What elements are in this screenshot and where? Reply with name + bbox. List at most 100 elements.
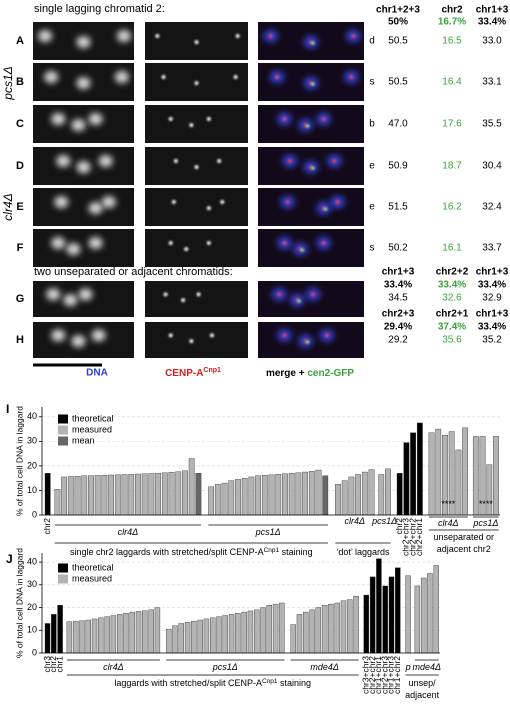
dna-blob (101, 196, 116, 209)
measured-value: 33.1 (482, 77, 502, 88)
legend-swatch (58, 563, 68, 573)
y-tick-label: 40 (27, 556, 37, 566)
bar (275, 474, 282, 516)
dna-blob (71, 119, 86, 132)
bar (255, 475, 262, 516)
cenp-dot (189, 123, 194, 128)
dna-blob (63, 294, 78, 307)
bar (110, 615, 117, 654)
bar (369, 576, 376, 654)
column-header: chr1+2+3 (376, 5, 420, 16)
bar (428, 432, 435, 516)
bar (228, 480, 235, 516)
measured-value: 51.5 (388, 202, 408, 213)
channel-label: merge + cen2-GFP (266, 368, 354, 379)
cenp-dot (288, 159, 292, 163)
group-label: pcs1Δ (212, 662, 238, 672)
bar (57, 605, 63, 654)
cenp-dot (217, 159, 222, 164)
column-header: chr2+1 (436, 309, 469, 320)
bar (334, 602, 340, 654)
y-tick-label: 40 (27, 411, 37, 421)
group-label: laggards with stretched/split CENP-ACnp1… (114, 678, 311, 689)
cenp-dot (189, 339, 194, 344)
measured-value: 18.7 (442, 161, 462, 172)
cenp-dot (196, 292, 201, 297)
cenp-dot (184, 247, 189, 252)
bar (472, 436, 479, 516)
x-tick-label: chr2+chr2 (367, 656, 377, 694)
group-label: pcs1Δ (472, 518, 498, 528)
measured-value: 17.6 (442, 119, 462, 130)
dna-blob (88, 113, 103, 126)
x-tick-label: chr2 (42, 518, 52, 535)
gfp-dot (324, 207, 328, 211)
bar (208, 486, 215, 516)
legend-swatch (58, 414, 68, 424)
bar (462, 427, 468, 516)
group-label-part: p (405, 662, 411, 672)
bar (67, 476, 74, 516)
row-label: B (16, 76, 24, 88)
bar (66, 621, 73, 654)
row-label: D (16, 160, 24, 172)
legend-label: measured (72, 424, 112, 434)
measured-value: 35.6 (442, 335, 462, 346)
x-tick-label: chr3+chr3 (361, 656, 371, 694)
row-label: A (16, 35, 24, 47)
bar (353, 595, 359, 654)
bar (248, 476, 255, 516)
column-header: chr1+3 (476, 267, 509, 278)
bar (114, 474, 121, 516)
group-label: pcs1Δ (371, 516, 397, 526)
group-label: **** (479, 499, 494, 509)
bar (178, 623, 184, 654)
x-tick-label: chr2 (394, 518, 404, 535)
measured-value: 16.1 (442, 243, 462, 254)
cenp-dot (173, 159, 178, 164)
measured-value: 35.5 (482, 119, 502, 130)
cenp-dot (220, 200, 225, 205)
column-header: chr1+3 (382, 267, 415, 278)
bar (290, 624, 296, 654)
bar (129, 611, 135, 654)
cenp-dot (285, 200, 290, 204)
bar (303, 611, 309, 654)
y-tick-label: 10 (27, 625, 37, 635)
measured-value: 33.0 (482, 36, 502, 47)
cenp-dot (168, 117, 173, 122)
strain-label: pcs1Δ (1, 66, 15, 100)
bar (266, 605, 273, 654)
group-label: p (405, 662, 411, 672)
dna-blob (78, 288, 93, 301)
measured-value: 16.4 (442, 77, 462, 88)
dna-blob (76, 77, 91, 90)
column-header: chr1+3 (476, 5, 509, 16)
bar (44, 473, 51, 516)
bar (91, 618, 98, 654)
bar (433, 565, 439, 654)
bar (228, 614, 235, 654)
bar (81, 475, 88, 516)
bar (261, 475, 268, 516)
bar (44, 623, 51, 654)
x-tick-label: chr2+chr1 (414, 518, 424, 556)
column-header: chr1+3 (476, 309, 509, 320)
channel-label: CENP-ACnp1 (165, 367, 221, 379)
bar (61, 476, 67, 516)
column-header: chr2+3 (382, 309, 415, 320)
group-label: clr4Δ (344, 516, 365, 526)
x-tick-label: chr1+chr2 (392, 656, 402, 694)
bar (455, 449, 462, 516)
theoretical-value: 16.7% (438, 17, 466, 28)
cenp-dot (233, 75, 238, 80)
group-label: unsep/ (409, 678, 437, 688)
dna-blob (46, 288, 61, 301)
bar (254, 609, 260, 654)
bar (172, 625, 178, 654)
bar (395, 567, 401, 654)
bar (321, 605, 328, 654)
group-label-part: pcs1Δ (255, 527, 281, 537)
bar (72, 620, 79, 654)
